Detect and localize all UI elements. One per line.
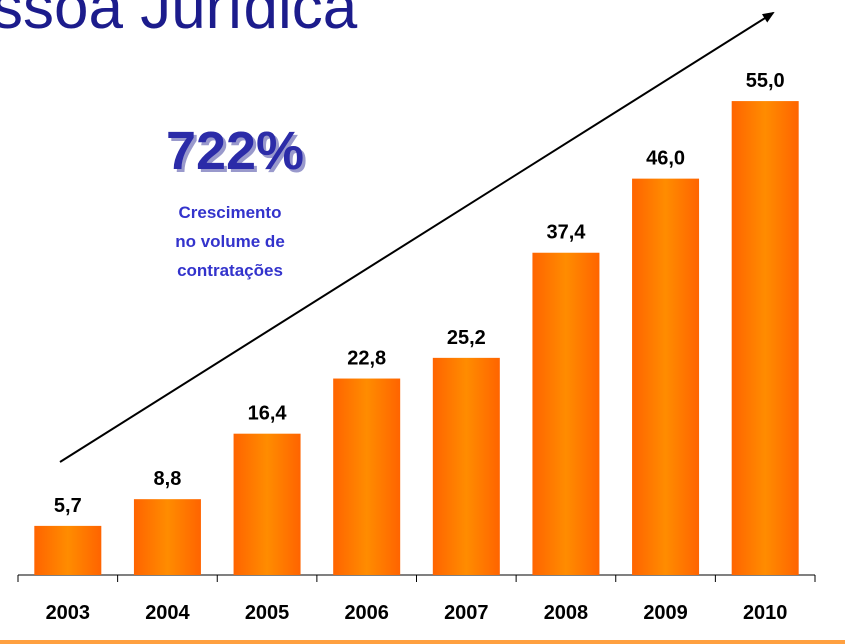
bar: [432, 357, 500, 575]
bar: [731, 101, 799, 575]
value-label: 8,8: [154, 468, 182, 490]
annotation-line: contratações: [177, 261, 283, 280]
value-label: 16,4: [248, 403, 288, 425]
bar: [133, 499, 201, 575]
headline-shadow: 722%: [169, 124, 307, 184]
x-tick-label: 2004: [145, 602, 190, 624]
value-label: 55,0: [746, 70, 785, 92]
bar: [233, 433, 301, 575]
headline: 722%: [166, 121, 304, 181]
x-tick-label: 2003: [46, 602, 91, 624]
value-label: 22,8: [347, 348, 386, 370]
value-label: 5,7: [54, 495, 82, 517]
x-tick-label: 2007: [444, 602, 489, 624]
x-tick-label: 2009: [643, 602, 688, 624]
x-tick-label: 2008: [544, 602, 589, 624]
trend-arrow: [59, 11, 775, 463]
bar: [632, 178, 700, 575]
annotation-line: Crescimento: [179, 203, 282, 222]
value-label: 25,2: [447, 327, 486, 349]
chart-title: ssoa Jurídica: [0, 0, 358, 42]
value-label: 46,0: [646, 148, 685, 170]
x-tick-label: 2010: [743, 602, 788, 624]
x-ticks: [17, 575, 816, 582]
bar: [532, 252, 600, 575]
bar: [34, 525, 102, 575]
annotation-line: no volume de: [175, 232, 285, 251]
footer-strip: [0, 640, 845, 644]
x-tick-label: 2005: [245, 602, 290, 624]
value-label: 37,4: [546, 222, 586, 244]
x-tick-label: 2006: [344, 602, 389, 624]
bar: [333, 378, 401, 575]
